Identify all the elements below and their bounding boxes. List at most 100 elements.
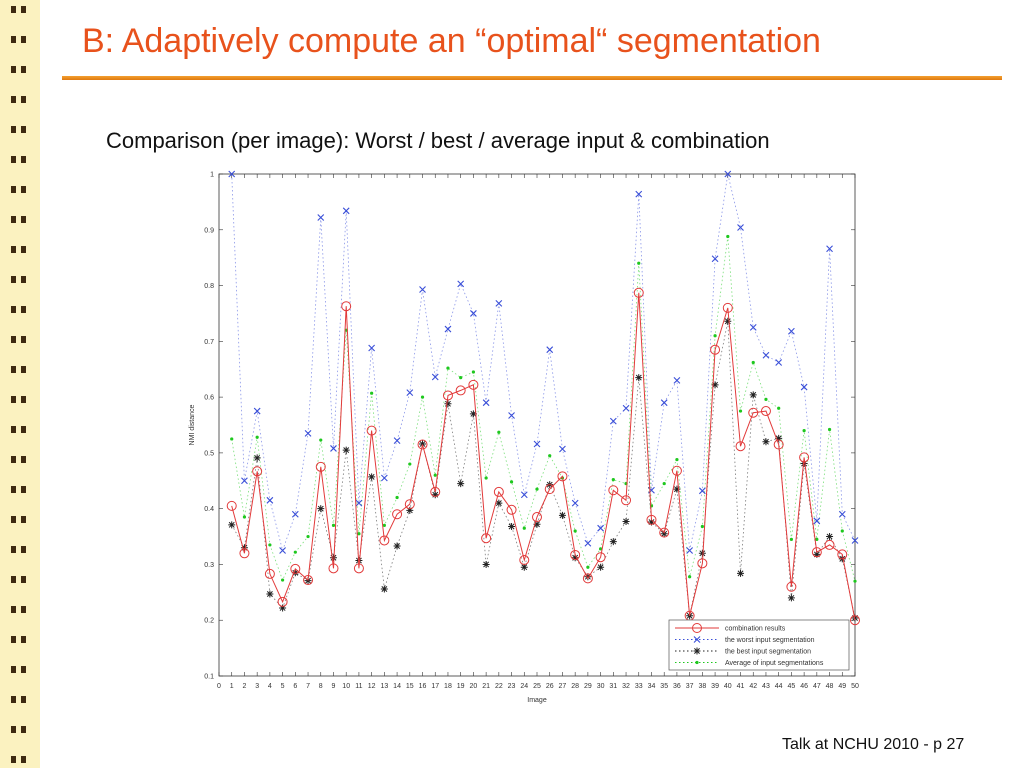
data-point	[726, 234, 730, 239]
slide-title: B: Adaptively compute an “optimal“ segme…	[82, 22, 821, 60]
sidebar-square	[21, 456, 26, 463]
sidebar-square	[11, 576, 16, 583]
data-point	[444, 325, 452, 333]
x-tick-label: 22	[495, 683, 503, 690]
data-point	[813, 517, 821, 525]
data-point	[330, 445, 337, 452]
data-point	[724, 317, 732, 325]
sidebar-square	[21, 396, 26, 403]
data-point	[508, 412, 515, 419]
series-line	[231, 236, 856, 582]
data-point	[520, 491, 528, 499]
x-tick-label: 12	[368, 683, 376, 690]
data-point	[442, 390, 453, 401]
data-point	[430, 486, 441, 497]
y-tick-label: 0.4	[204, 506, 214, 513]
x-tick-label: 32	[622, 683, 630, 690]
data-point	[546, 346, 554, 354]
data-point	[304, 429, 312, 437]
data-point	[457, 480, 465, 488]
sidebar-square	[11, 546, 16, 553]
data-point	[253, 407, 261, 415]
data-point	[646, 514, 657, 525]
x-tick-label: 38	[698, 683, 706, 690]
data-point	[548, 454, 552, 458]
data-point	[303, 575, 314, 586]
x-tick-label: 13	[380, 683, 388, 690]
data-point	[748, 407, 759, 418]
x-tick-label: 10	[342, 683, 350, 690]
data-point	[622, 404, 630, 412]
data-point	[408, 462, 412, 466]
sidebar-square	[21, 606, 26, 613]
data-point	[559, 445, 566, 453]
data-point	[268, 543, 272, 547]
data-point	[482, 399, 490, 407]
plot-area	[218, 173, 856, 677]
data-point	[749, 391, 757, 399]
data-point	[317, 505, 325, 513]
data-point	[800, 383, 808, 391]
data-point	[788, 327, 795, 335]
x-tick-label: 43	[762, 683, 770, 690]
data-point	[786, 581, 797, 592]
data-point	[837, 549, 848, 560]
x-tick-label: 49	[838, 683, 846, 690]
sidebar-square	[21, 246, 26, 253]
data-point	[291, 569, 299, 577]
data-point	[468, 379, 479, 390]
x-tick-label: 19	[457, 683, 465, 690]
sidebar-square	[21, 6, 26, 13]
x-tick-label: 30	[597, 683, 605, 690]
x-tick-label: 33	[635, 683, 643, 690]
data-point	[773, 439, 784, 450]
data-point	[533, 440, 541, 448]
data-point	[764, 397, 768, 401]
x-tick-label: 28	[571, 683, 579, 690]
data-point	[850, 615, 860, 626]
sidebar-square	[21, 636, 26, 643]
data-point	[370, 391, 374, 395]
data-point	[675, 457, 679, 462]
data-point	[342, 207, 350, 215]
data-point	[459, 375, 463, 380]
data-point	[751, 360, 755, 365]
data-point	[253, 454, 261, 462]
series-0	[226, 287, 860, 626]
x-tick-label: 34	[648, 683, 656, 690]
data-point	[584, 573, 592, 581]
data-point	[417, 439, 428, 450]
data-point	[582, 573, 593, 584]
data-point	[240, 544, 248, 552]
legend-marker	[693, 647, 701, 655]
data-point	[319, 438, 323, 442]
x-tick-label: 41	[737, 683, 745, 690]
data-point	[698, 487, 706, 495]
sidebar-square	[11, 246, 16, 253]
data-point	[532, 512, 542, 523]
sidebar-square	[21, 306, 26, 313]
data-point	[571, 554, 579, 562]
data-point	[380, 585, 388, 593]
data-point	[392, 509, 403, 520]
data-point	[710, 344, 721, 355]
data-point	[366, 425, 377, 436]
data-point	[635, 190, 643, 198]
y-tick-label: 0.2	[204, 618, 214, 625]
sidebar-square	[11, 96, 16, 103]
data-point	[737, 224, 744, 231]
legend-label: the best input segmentation	[725, 649, 811, 656]
y-tick-label: 0.9	[204, 227, 214, 234]
x-tick-label: 40	[724, 683, 732, 690]
data-point	[455, 385, 466, 396]
y-tick-label: 0.8	[204, 283, 214, 290]
data-point	[506, 504, 517, 515]
title-underline	[62, 76, 1002, 80]
data-point	[353, 563, 364, 574]
data-point	[722, 302, 733, 313]
data-point	[481, 533, 492, 544]
data-point	[239, 548, 250, 559]
data-point	[738, 409, 743, 413]
data-point	[520, 563, 528, 571]
legend-label: the worst input segmentation	[725, 637, 815, 644]
